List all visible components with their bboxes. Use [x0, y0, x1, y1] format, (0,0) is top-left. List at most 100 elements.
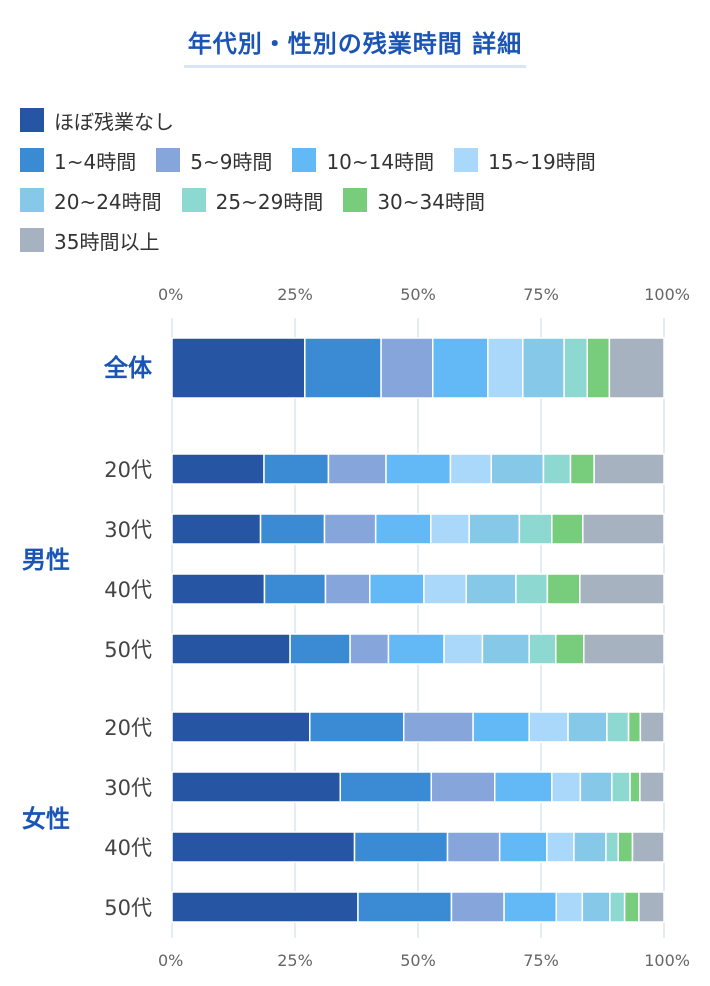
x-tick-label: 100%	[644, 951, 690, 970]
legend-swatch	[20, 148, 44, 172]
bar-segment	[542, 453, 572, 485]
legend-label: 20~24時間	[54, 189, 162, 214]
bar-segment	[609, 891, 626, 923]
bar-segment	[423, 573, 467, 605]
chart-title: 年代別・性別の残業時間 詳細	[183, 24, 527, 68]
bar-segment	[581, 891, 611, 923]
bar-segment	[171, 711, 311, 743]
bar-segment	[582, 513, 665, 545]
legend-item: 5~9時間	[156, 146, 272, 175]
legend-item: ほぼ残業なし	[20, 106, 174, 135]
x-tick-label: 75%	[523, 285, 559, 304]
bar-segment	[631, 831, 665, 863]
bar-segment	[528, 633, 557, 665]
row-label: 30代	[104, 518, 152, 542]
bar-segment	[369, 573, 425, 605]
legend-label: ほぼ残業なし	[54, 109, 174, 134]
bar-segment	[465, 573, 517, 605]
bar-segment	[171, 513, 262, 545]
legend-label: 5~9時間	[190, 149, 273, 174]
bar-segment	[573, 831, 607, 863]
bar-segment	[339, 771, 433, 803]
bar-segment	[611, 771, 631, 803]
row-label: 20代	[104, 716, 152, 740]
bar-segment	[357, 891, 453, 923]
legend-swatch	[20, 108, 44, 132]
bar-segment	[546, 831, 575, 863]
row-label: 50代	[104, 638, 152, 662]
x-tick-label: 50%	[400, 951, 436, 970]
legend-label: 10~14時間	[326, 149, 435, 174]
legend-swatch	[20, 188, 44, 212]
legend-label: 1~4時間	[54, 149, 137, 174]
bar-segment	[638, 891, 665, 923]
bar-segment	[555, 891, 584, 923]
bar-segment	[617, 831, 634, 863]
bar-segment	[563, 337, 588, 399]
bar-segment	[639, 711, 665, 743]
bar-segment	[289, 633, 351, 665]
bar-segment	[494, 771, 553, 803]
bar-segment	[374, 513, 432, 545]
bar-segment	[402, 711, 474, 743]
bar-segment	[432, 337, 489, 399]
bar-segment	[569, 453, 595, 485]
legend-row: 35時間以上	[20, 220, 700, 260]
legend-row: ほぼ残業なし	[20, 100, 700, 140]
bar-segment	[304, 337, 382, 399]
legend-item: 35時間以上	[20, 226, 159, 255]
row-label: 20代	[104, 458, 152, 482]
bar-segment	[263, 573, 327, 605]
bar-segment	[528, 711, 569, 743]
bar-segment	[605, 831, 619, 863]
legend-item: 30~34時間	[343, 186, 485, 215]
bar-segment	[449, 453, 493, 485]
bar-segment	[555, 633, 585, 665]
bar-segment	[490, 453, 545, 485]
bar-segment	[259, 513, 326, 545]
bar-segment	[327, 453, 387, 485]
bar-segment	[443, 633, 484, 665]
bar-segment	[171, 771, 342, 803]
row-label: 50代	[104, 896, 152, 920]
x-tick-label: 0%	[158, 285, 183, 304]
x-tick-label: 0%	[158, 951, 183, 970]
bar-segment	[171, 891, 359, 923]
x-tick-label: 25%	[277, 951, 313, 970]
legend-label: 25~29時間	[215, 189, 324, 214]
bar-segment	[629, 771, 641, 803]
chart-title-wrap: 年代別・性別の残業時間 詳細	[0, 24, 710, 68]
legend-label: 15~19時間	[488, 149, 596, 174]
bar-segment	[171, 453, 265, 485]
bar-segment	[593, 453, 665, 485]
legend-item: 15~19時間	[454, 146, 596, 175]
bar-segment	[430, 771, 496, 803]
x-tick-label: 25%	[277, 285, 313, 304]
bar-segment	[171, 337, 306, 399]
x-tick-label: 75%	[523, 951, 559, 970]
bar-segment	[551, 513, 584, 545]
bar-segment	[518, 513, 553, 545]
legend-row: 1~4時間 5~9時間 10~14時間 15~19時間	[20, 140, 700, 180]
bar-segment	[171, 831, 356, 863]
bar-segment	[468, 513, 521, 545]
legend-item: 20~24時間	[20, 186, 162, 215]
bar-segment	[579, 573, 665, 605]
legend-item: 10~14時間	[292, 146, 434, 175]
bar-segment	[522, 337, 565, 399]
bar-segment	[579, 771, 613, 803]
bar-segment	[487, 337, 524, 399]
legend-label: 35時間以上	[54, 229, 160, 254]
group-label: 女性	[22, 805, 70, 833]
x-tick-label: 100%	[644, 285, 690, 304]
bar-segment	[546, 573, 581, 605]
legend-swatch	[292, 148, 317, 172]
legend-swatch	[20, 228, 44, 252]
bar-segment	[627, 711, 642, 743]
bar-segment	[430, 513, 470, 545]
row-label: 30代	[104, 776, 152, 800]
bar-segment	[171, 573, 266, 605]
legend: ほぼ残業なし 1~4時間 5~9時間 10~14時間 15~19時間 20~24時間 25~…	[20, 100, 700, 260]
bar-segment	[515, 573, 549, 605]
